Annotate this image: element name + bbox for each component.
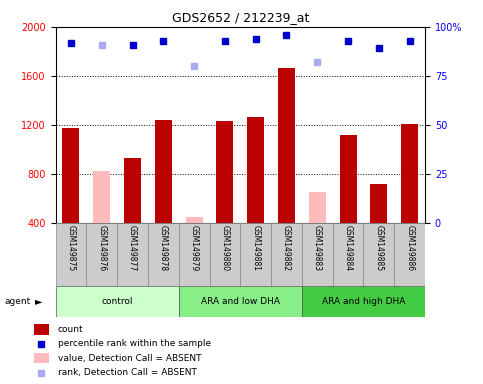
- Text: GSM149877: GSM149877: [128, 225, 137, 271]
- Bar: [34, 324, 49, 335]
- Text: GSM149885: GSM149885: [374, 225, 384, 271]
- Text: GSM149878: GSM149878: [159, 225, 168, 271]
- Bar: [185, 217, 202, 223]
- Text: GSM149881: GSM149881: [251, 225, 260, 271]
- Text: count: count: [58, 325, 84, 334]
- Text: percentile rank within the sample: percentile rank within the sample: [58, 339, 211, 348]
- Text: GSM149886: GSM149886: [405, 225, 414, 271]
- Text: GSM149880: GSM149880: [220, 225, 229, 271]
- Bar: [210, 223, 240, 286]
- Bar: [247, 118, 264, 223]
- Text: GSM149884: GSM149884: [343, 225, 353, 271]
- Bar: [56, 286, 179, 317]
- Bar: [179, 286, 302, 317]
- Bar: [271, 223, 302, 286]
- Text: GSM149875: GSM149875: [67, 225, 75, 271]
- Bar: [148, 223, 179, 286]
- Bar: [302, 286, 425, 317]
- Bar: [34, 353, 49, 363]
- Text: ARA and low DHA: ARA and low DHA: [201, 297, 280, 306]
- Bar: [216, 121, 233, 223]
- Text: agent: agent: [5, 297, 31, 306]
- Text: GSM149883: GSM149883: [313, 225, 322, 271]
- Bar: [117, 223, 148, 286]
- Text: rank, Detection Call = ABSENT: rank, Detection Call = ABSENT: [58, 368, 197, 377]
- Text: control: control: [101, 297, 133, 306]
- Bar: [179, 223, 210, 286]
- Bar: [62, 129, 79, 223]
- Bar: [364, 223, 394, 286]
- Text: GSM149876: GSM149876: [97, 225, 106, 271]
- Text: ►: ►: [35, 296, 43, 306]
- Bar: [86, 223, 117, 286]
- Bar: [93, 171, 110, 223]
- Text: value, Detection Call = ABSENT: value, Detection Call = ABSENT: [58, 354, 201, 363]
- Bar: [240, 223, 271, 286]
- Text: ARA and high DHA: ARA and high DHA: [322, 297, 405, 306]
- Bar: [124, 158, 141, 223]
- Bar: [401, 124, 418, 223]
- Title: GDS2652 / 212239_at: GDS2652 / 212239_at: [171, 11, 309, 24]
- Bar: [302, 223, 333, 286]
- Bar: [394, 223, 425, 286]
- Bar: [309, 192, 326, 223]
- Text: GSM149882: GSM149882: [282, 225, 291, 271]
- Bar: [56, 223, 86, 286]
- Text: GSM149879: GSM149879: [190, 225, 199, 271]
- Bar: [333, 223, 364, 286]
- Bar: [155, 120, 172, 223]
- Bar: [340, 135, 356, 223]
- Bar: [278, 68, 295, 223]
- Bar: [370, 184, 387, 223]
